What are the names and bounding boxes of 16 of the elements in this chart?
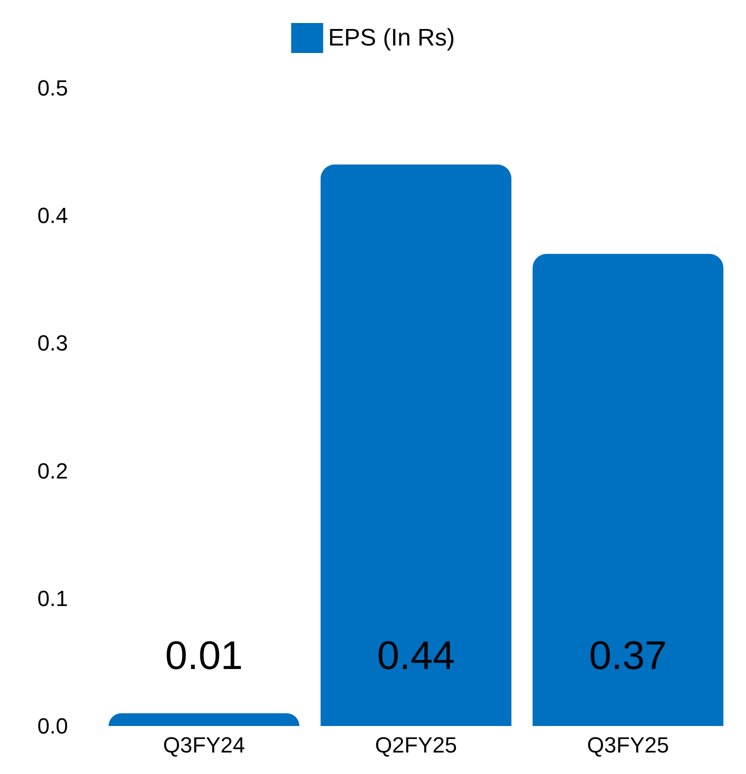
y-tick-label: 0.2: [37, 458, 68, 484]
data-label: 0.01: [165, 634, 243, 678]
x-tick-label: Q2FY25: [375, 732, 457, 758]
legend-label: EPS (In Rs): [328, 24, 455, 52]
y-tick-label: 0.0: [37, 714, 68, 738]
bar: [108, 713, 300, 726]
bar: [532, 254, 724, 726]
y-tick-label: 0.4: [37, 203, 68, 228]
y-tick-label: 0.3: [37, 330, 68, 356]
x-tick-label: Q3FY25: [587, 732, 669, 758]
x-tick-label: Q3FY24: [163, 732, 245, 758]
y-tick-label: 0.5: [37, 76, 68, 100]
bar: [320, 164, 512, 726]
data-label: 0.44: [377, 634, 455, 678]
data-label: 0.37: [589, 634, 667, 678]
y-tick-label: 0.1: [37, 586, 68, 611]
